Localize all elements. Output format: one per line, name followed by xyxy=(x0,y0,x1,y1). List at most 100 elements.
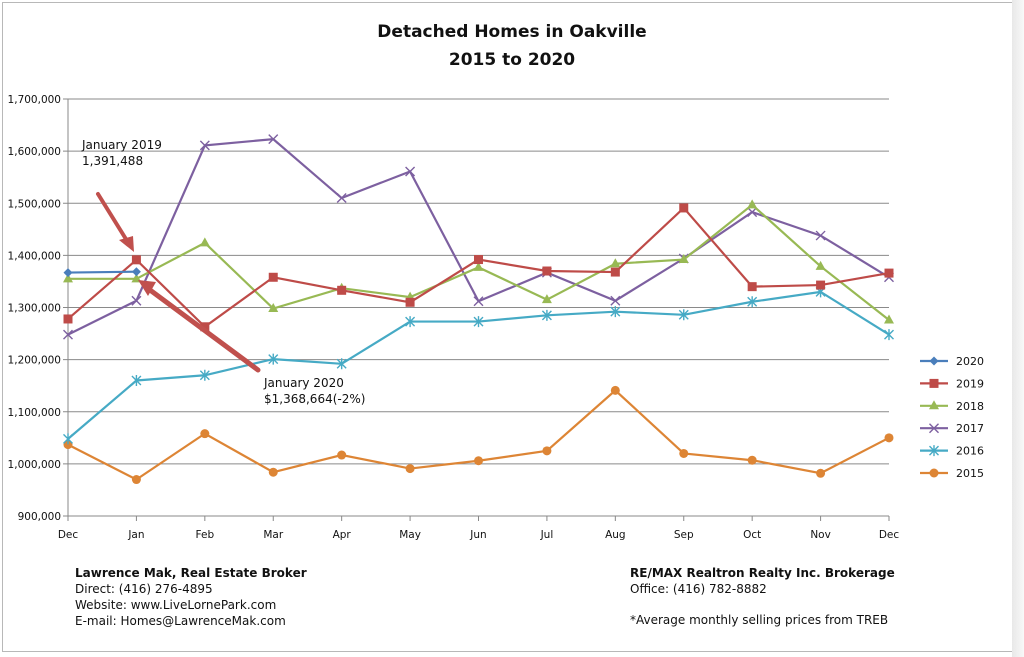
legend-swatch-marker xyxy=(929,400,939,410)
data-point-2017 xyxy=(63,329,73,340)
data-point-2020 xyxy=(131,267,141,277)
y-tick-label: 900,000 xyxy=(18,511,61,523)
legend: 2020 2019 2018 2017 2016 2015 xyxy=(920,355,984,480)
data-point-2019 xyxy=(542,266,552,276)
legend-item-2018: 2018 xyxy=(920,400,984,413)
data-point-2015 xyxy=(405,464,415,474)
data-point-2016 xyxy=(747,296,758,308)
x-tick-label: Jan xyxy=(127,529,144,541)
annotation-jan-2019-title: January 2019 xyxy=(81,138,162,152)
x-tick-label: Mar xyxy=(263,529,283,541)
data-source-note: *Average monthly selling prices from TRE… xyxy=(630,613,889,627)
data-point-2015 xyxy=(884,433,894,443)
data-point-2018 xyxy=(541,294,552,304)
data-point-2016 xyxy=(63,433,73,445)
y-tick-label: 1,000,000 xyxy=(8,459,61,471)
chart-title: Detached Homes in Oakville xyxy=(377,22,647,42)
data-point-2017 xyxy=(473,296,484,307)
data-point-2019 xyxy=(337,285,347,295)
data-point-2018 xyxy=(199,237,210,247)
data-point-2018 xyxy=(678,254,689,264)
data-point-2017 xyxy=(131,295,142,306)
chart-subtitle: 2015 to 2020 xyxy=(448,50,576,70)
data-point-2019 xyxy=(268,272,278,282)
data-point-2015 xyxy=(474,456,483,466)
data-point-2018 xyxy=(884,314,894,324)
data-point-2016 xyxy=(131,374,142,386)
series-2017 xyxy=(63,134,894,340)
data-point-2017 xyxy=(747,207,758,218)
data-point-2019 xyxy=(816,280,826,290)
data-point-2016 xyxy=(199,369,210,381)
data-point-2018 xyxy=(473,261,484,271)
annotation-jan-2020-title: January 2020 xyxy=(263,376,344,390)
data-point-2019 xyxy=(884,268,894,278)
data-point-2015 xyxy=(747,455,757,465)
data-point-2016 xyxy=(884,329,894,341)
data-point-2016 xyxy=(268,353,279,365)
x-tick-label: Jul xyxy=(540,529,554,541)
data-point-2018 xyxy=(815,260,826,270)
x-tick-label: Aug xyxy=(605,529,626,541)
x-tick-label: Apr xyxy=(333,529,352,541)
data-point-2016 xyxy=(473,316,484,328)
series-line-2017 xyxy=(67,137,890,336)
data-point-2019 xyxy=(405,297,415,307)
data-point-2017 xyxy=(268,134,279,145)
data-point-2016 xyxy=(405,316,416,328)
data-point-2015 xyxy=(679,448,689,458)
data-point-2018 xyxy=(268,303,279,313)
x-tick-label: May xyxy=(399,529,421,541)
data-point-2016 xyxy=(610,306,621,318)
series-2019 xyxy=(63,203,894,332)
data-point-2015 xyxy=(200,429,210,439)
agent-name: Lawrence Mak, Real Estate Broker xyxy=(75,566,307,580)
data-point-2015 xyxy=(610,385,620,395)
legend-label: 2016 xyxy=(956,445,984,458)
data-point-2015 xyxy=(131,475,141,485)
data-point-2018 xyxy=(610,258,621,268)
annotation-arrow-2019 xyxy=(96,192,131,246)
legend-swatch-marker xyxy=(929,378,939,388)
legend-item-2015: 2015 xyxy=(920,467,984,480)
annotation-jan-2019-value: 1,391,488 xyxy=(82,154,143,168)
data-point-2019 xyxy=(200,322,210,332)
x-tick-label: Dec xyxy=(58,529,79,541)
annotation-arrow-2020 xyxy=(147,287,261,373)
axes: 900,000 1,000,000 1,100,000 1,200,000 1,300,… xyxy=(8,94,900,541)
y-tick-label: 1,100,000 xyxy=(8,407,61,419)
legend-swatch-marker xyxy=(929,423,939,434)
legend-swatch-marker xyxy=(929,445,939,457)
legend-label: 2019 xyxy=(956,377,984,390)
data-point-2017 xyxy=(610,295,621,306)
annotations: January 2019 1,391,488 January 2020 $1,3… xyxy=(81,138,365,406)
series-line-2015 xyxy=(67,388,890,481)
series-line-2020 xyxy=(67,270,137,274)
data-point-2019 xyxy=(679,203,689,213)
legend-item-2016: 2016 xyxy=(920,445,984,458)
y-tick-label: 1,300,000 xyxy=(8,303,61,315)
data-point-2019 xyxy=(474,255,483,265)
legend-item-2017: 2017 xyxy=(920,422,984,435)
x-tick-label: Sep xyxy=(674,529,694,541)
data-point-2015 xyxy=(542,446,552,456)
data-point-2015 xyxy=(816,468,826,478)
window-edge xyxy=(1012,0,1024,657)
data-point-2017 xyxy=(199,140,210,151)
data-point-2017 xyxy=(815,230,826,241)
annotation-jan-2020-value: $1,368,664(-2%) xyxy=(264,392,365,406)
series-lines xyxy=(63,134,894,485)
legend-item-2020: 2020 xyxy=(920,355,984,368)
data-point-2017 xyxy=(336,193,347,204)
x-tick-label: Jun xyxy=(469,529,486,541)
agent-email: E-mail: Homes@LawrenceMak.com xyxy=(75,614,286,628)
legend-swatch-marker xyxy=(929,468,939,478)
x-tick-label: Oct xyxy=(743,529,761,541)
legend-swatch-marker xyxy=(929,356,939,366)
data-point-2016 xyxy=(336,358,347,370)
agent-direct: Direct: (416) 276-4895 xyxy=(75,582,213,596)
annotation-arrow-2019-head xyxy=(119,236,134,252)
legend-label: 2020 xyxy=(956,355,984,368)
data-point-2020 xyxy=(63,268,73,278)
